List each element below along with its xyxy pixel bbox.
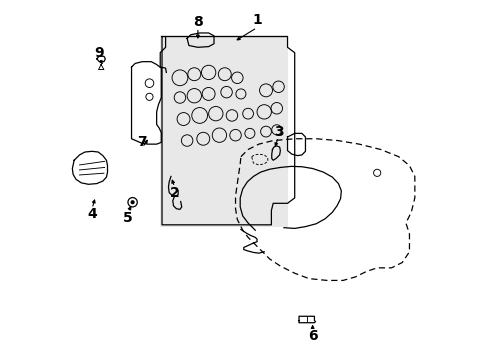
Text: 2: 2 [169,185,179,199]
Text: 8: 8 [193,15,203,29]
Text: 7: 7 [137,135,147,149]
Text: 1: 1 [252,13,262,27]
Bar [160,35,287,226]
Text: 6: 6 [307,329,317,343]
Text: 3: 3 [273,125,283,139]
Text: 4: 4 [87,207,97,221]
Circle shape [130,200,134,204]
Text: 9: 9 [94,46,104,60]
Text: 5: 5 [123,211,133,225]
